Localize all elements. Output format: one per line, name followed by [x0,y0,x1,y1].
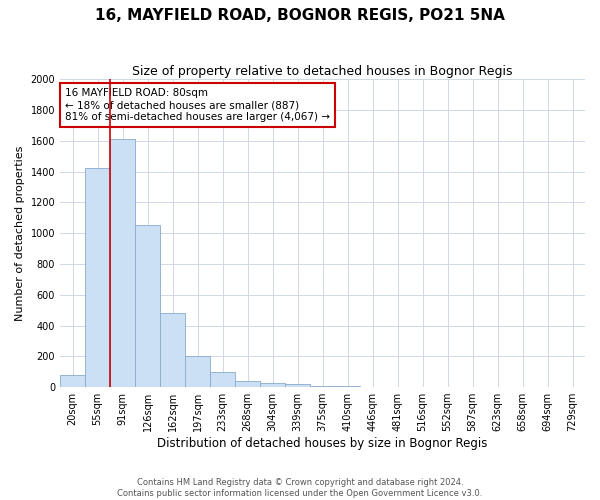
Bar [160,313,185,387]
Bar [235,381,260,387]
Title: Size of property relative to detached houses in Bognor Regis: Size of property relative to detached ho… [132,65,513,78]
Bar [210,372,235,387]
Bar [60,375,85,387]
Text: Contains HM Land Registry data © Crown copyright and database right 2024.
Contai: Contains HM Land Registry data © Crown c… [118,478,482,498]
Bar [135,226,160,387]
Bar [260,383,285,387]
Bar [85,168,110,387]
Text: 16 MAYFIELD ROAD: 80sqm
← 18% of detached houses are smaller (887)
81% of semi-d: 16 MAYFIELD ROAD: 80sqm ← 18% of detache… [65,88,330,122]
Bar [110,139,135,387]
Y-axis label: Number of detached properties: Number of detached properties [15,146,25,321]
Bar [335,386,360,387]
Bar [285,384,310,387]
Bar [310,386,335,387]
Bar [185,356,210,387]
X-axis label: Distribution of detached houses by size in Bognor Regis: Distribution of detached houses by size … [157,437,488,450]
Text: 16, MAYFIELD ROAD, BOGNOR REGIS, PO21 5NA: 16, MAYFIELD ROAD, BOGNOR REGIS, PO21 5N… [95,8,505,22]
